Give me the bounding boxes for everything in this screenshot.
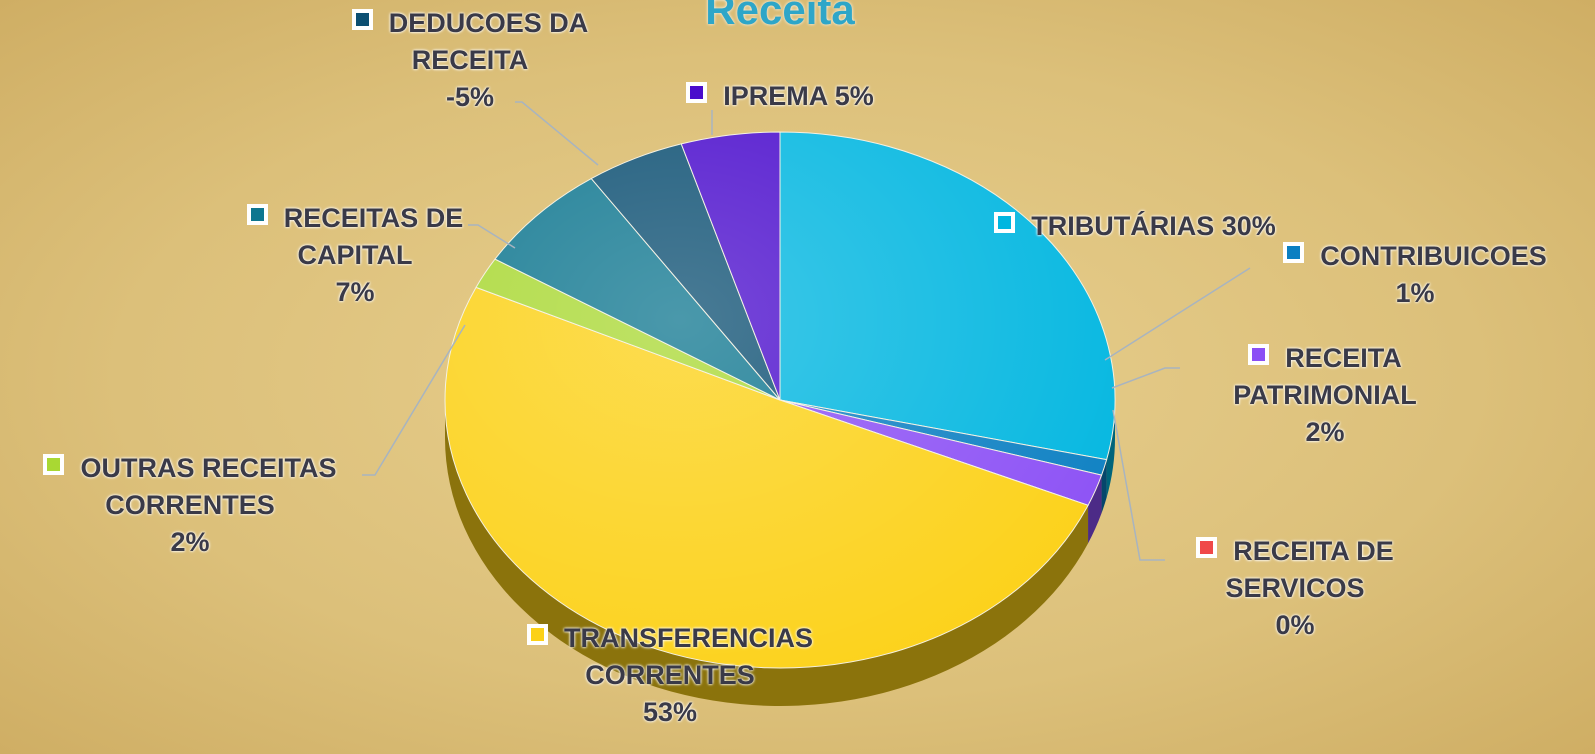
leader-line: [1111, 367, 1180, 389]
label-value: 2%: [1305, 417, 1345, 447]
data-label: TRANSFERENCIAS CORRENTES 53%: [490, 620, 850, 731]
label-value: 0%: [1275, 610, 1315, 640]
data-label: CONTRIBUICOES 1%: [1250, 238, 1580, 312]
label-name: RECEITAS DE CAPITAL: [283, 203, 464, 270]
label-value: 30%: [1221, 211, 1276, 241]
leader-line: [362, 324, 466, 476]
leader-lines: [362, 101, 1251, 561]
data-label: IPREMA 5%: [640, 78, 920, 115]
label-name: CONTRIBUICOES: [1320, 241, 1547, 271]
data-label: OUTRAS RECEITAS CORRENTES 2%: [5, 450, 375, 561]
leader-line: [1112, 409, 1165, 561]
leader-line: [468, 224, 516, 249]
legend-marker: [686, 82, 708, 103]
label-value: 5%: [834, 81, 874, 111]
label-value: 53%: [642, 697, 698, 727]
label-name: OUTRAS RECEITAS CORRENTES: [80, 453, 337, 520]
data-label: TRIBUTÁRIAS 30%: [965, 208, 1305, 245]
label-value: 7%: [335, 277, 375, 307]
label-name: TRANSFERENCIAS CORRENTES: [563, 623, 813, 690]
legend-marker: [1283, 242, 1305, 263]
label-name: RECEITA DE SERVICOS: [1225, 536, 1394, 603]
data-label: RECEITAS DE CAPITAL 7%: [205, 200, 505, 311]
data-label: RECEITA PATRIMONIAL 2%: [1175, 340, 1475, 451]
legend-marker: [351, 9, 373, 30]
data-label: DEDUCOES DA RECEITA -5%: [320, 5, 620, 116]
legend-marker: [526, 624, 548, 645]
legend-marker: [246, 204, 268, 225]
label-value: 2%: [170, 527, 210, 557]
legend-marker: [1248, 344, 1270, 365]
leader-line: [1104, 267, 1251, 361]
label-name: IPREMA: [723, 81, 828, 111]
label-value: 1%: [1395, 278, 1435, 308]
label-name: RECEITA PATRIMONIAL: [1233, 343, 1417, 410]
label-name: TRIBUTÁRIAS: [1031, 211, 1215, 241]
chart-title: Receita: [705, 0, 855, 33]
label-name: DEDUCOES DA RECEITA: [388, 8, 589, 75]
label-value: -5%: [445, 82, 494, 112]
data-label: RECEITA DE SERVICOS 0%: [1160, 533, 1430, 644]
legend-marker: [1196, 537, 1218, 558]
legend-marker: [994, 212, 1016, 233]
legend-marker: [43, 454, 65, 475]
leader-line: [515, 101, 599, 166]
